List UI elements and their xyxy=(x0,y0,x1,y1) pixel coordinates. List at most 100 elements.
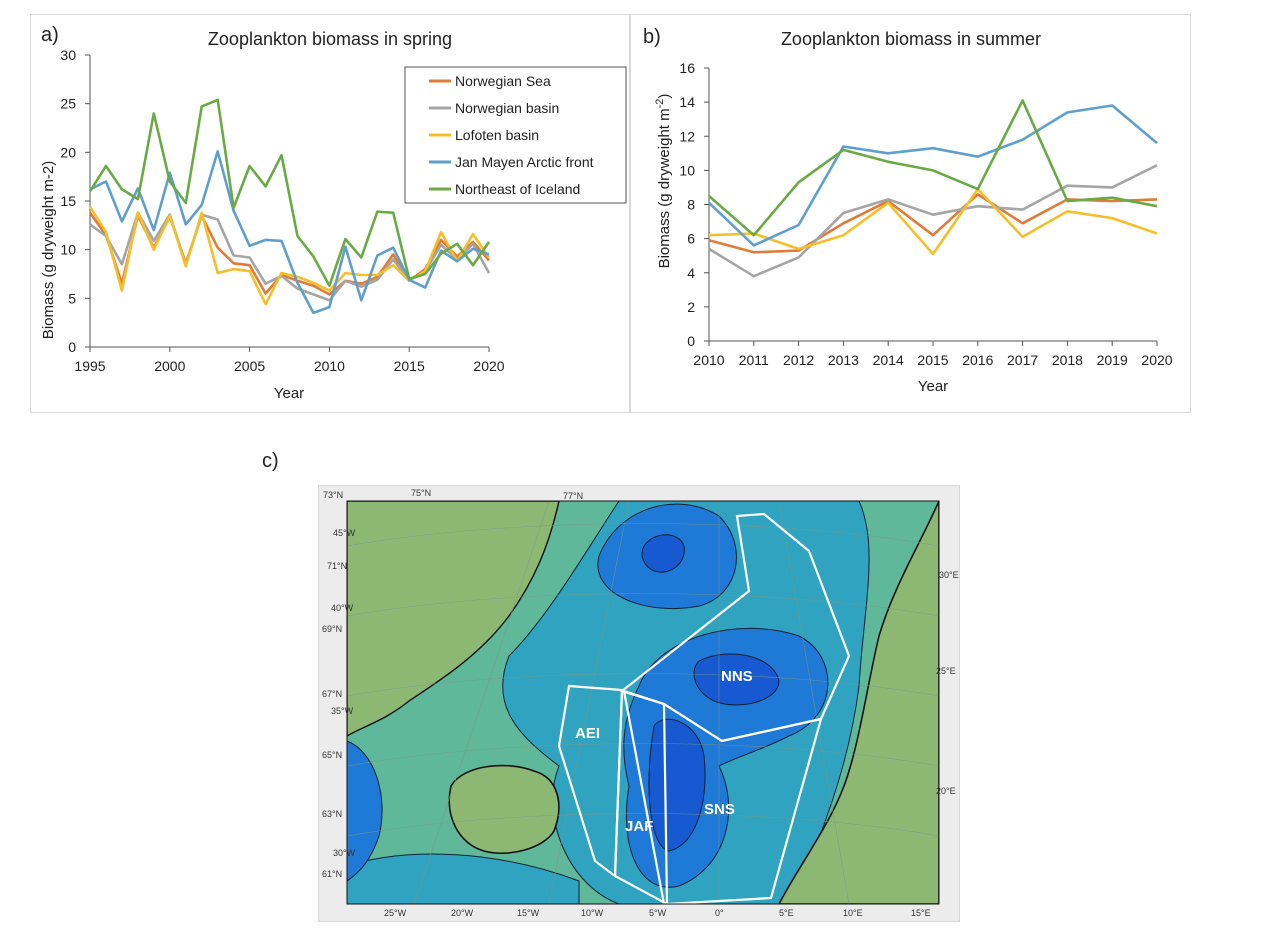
panel-a-spring-chart: a) Zooplankton biomass in spring 1995 200… xyxy=(30,14,630,413)
coord-5E: 5°E xyxy=(779,908,794,918)
coord-10E: 10°E xyxy=(843,908,863,918)
legend-entry-4: Northeast of Iceland xyxy=(455,181,580,197)
summer-y-axis-label: Biomass (g dryweight m-2) xyxy=(654,94,673,269)
coord-20E: 20°E xyxy=(936,786,956,796)
coord-65N: 65°N xyxy=(322,750,342,760)
coord-30E: 30°E xyxy=(939,570,959,580)
summer-series-line-4 xyxy=(708,99,1158,237)
summer-x-tick-label: 2012 xyxy=(783,352,814,368)
spring-series-line-1 xyxy=(89,211,491,302)
panel-c-label: c) xyxy=(262,450,279,472)
summer-y-tick-label: 16 xyxy=(679,60,695,76)
legend-entry-2: Lofoten basin xyxy=(455,127,539,143)
map-frame xyxy=(346,500,940,905)
coord-63N: 63°N xyxy=(322,809,342,819)
summer-chart-title: Zooplankton biomass in summer xyxy=(781,29,1041,49)
coord-5W: 5°W xyxy=(649,908,667,918)
spring-x-tick-label: 2000 xyxy=(154,358,185,374)
coord-15W: 15°W xyxy=(517,908,540,918)
spring-y-tick-label: 5 xyxy=(68,290,76,306)
bathymetry-map: NNS AEI SNS JAF 73°N 45°W 71°N 40°W 69°N… xyxy=(318,485,960,922)
norwegian-basin-core xyxy=(648,718,706,852)
summer-series-line-0 xyxy=(708,193,1158,254)
spring-chart-title: Zooplankton biomass in spring xyxy=(208,29,452,49)
summer-y-tick-label: 6 xyxy=(687,231,695,247)
coord-15E: 15°E xyxy=(911,908,931,918)
spring-y-tick-label: 25 xyxy=(60,96,76,112)
summer-x-tick-label: 2020 xyxy=(1141,352,1172,368)
summer-y-tick-label: 0 xyxy=(687,333,695,349)
scandinavia-land xyxy=(778,501,939,904)
summer-x-tick-label: 2016 xyxy=(962,352,993,368)
coord-30W: 30°W xyxy=(333,848,356,858)
summer-y-tick-label: 10 xyxy=(679,162,695,178)
summer-y-tick-label: 2 xyxy=(687,299,695,315)
ocean-deep-west xyxy=(347,740,383,882)
jaf-boundary xyxy=(613,689,669,904)
legend-entry-0: Norwegian Sea xyxy=(455,73,551,89)
coord-40W: 40°W xyxy=(331,603,354,613)
region-label-sns: SNS xyxy=(704,801,735,818)
summer-x-tick-label: 2015 xyxy=(917,352,948,368)
summer-y-tick-label: 12 xyxy=(679,128,695,144)
region-boundaries xyxy=(557,512,851,904)
summer-y-tick-label: 4 xyxy=(687,265,695,281)
spring-chart-svg: a) Zooplankton biomass in spring 1995 200… xyxy=(40,24,627,402)
spring-x-axis-label: Year xyxy=(274,385,304,402)
spring-x-tick-label: 2015 xyxy=(394,358,425,374)
summer-series-line-3 xyxy=(708,104,1158,247)
spring-series-line-2 xyxy=(88,206,491,306)
coord-69N: 69°N xyxy=(322,624,342,634)
map-coordinate-labels: 73°N 45°W 71°N 40°W 69°N 67°N 35°W 65°N … xyxy=(322,488,959,918)
spring-y-tick-label: 15 xyxy=(60,193,76,209)
map-svg: NNS AEI SNS JAF 73°N 45°W 71°N 40°W 69°N… xyxy=(322,488,959,918)
spring-legend: Norwegian Sea Norwegian basin Lofoten basi… xyxy=(404,66,627,204)
coord-35W: 35°W xyxy=(331,706,354,716)
spring-series-lines xyxy=(88,98,491,315)
legend-entry-1: Norwegian basin xyxy=(455,100,559,116)
summer-ylabel-main: Biomass (g dryweight m xyxy=(656,108,673,268)
spring-x-tick-label: 2020 xyxy=(473,358,504,374)
spring-y-tick-label: 20 xyxy=(60,144,76,160)
greenland-land xyxy=(347,501,560,737)
summer-axes: 2010 2011 2012 2013 2014 2015 2016 2017 2018 2019… xyxy=(679,60,1172,368)
region-label-aei: AEI xyxy=(575,725,600,742)
spring-x-tick-label: 1995 xyxy=(74,358,105,374)
coord-20W: 20°W xyxy=(451,908,474,918)
region-label-jaf: JAF xyxy=(625,818,653,835)
map-content: NNS AEI SNS JAF xyxy=(347,501,939,904)
summer-series-lines xyxy=(708,99,1158,278)
coord-45W: 45°W xyxy=(333,528,356,538)
summer-series-line-2 xyxy=(708,187,1158,256)
summer-x-tick-label: 2014 xyxy=(873,352,904,368)
summer-y-tick-label: 8 xyxy=(687,197,695,213)
coord-0: 0° xyxy=(715,908,724,918)
summer-x-tick-label: 2010 xyxy=(693,352,724,368)
coord-67N: 67°N xyxy=(322,689,342,699)
panel-b-summer-chart: b) Zooplankton biomass in summer 2010 201… xyxy=(630,14,1191,413)
summer-x-tick-label: 2013 xyxy=(828,352,859,368)
spring-y-tick-label: 0 xyxy=(68,339,76,355)
greenland-basin-core xyxy=(641,534,685,573)
summer-ylabel-sup: -2 xyxy=(654,99,666,109)
summer-ylabel-end: ) xyxy=(656,94,673,99)
spring-series-line-4 xyxy=(88,98,491,288)
panel-a-label: a) xyxy=(41,24,59,46)
aei-boundary xyxy=(557,684,624,879)
panel-b-label: b) xyxy=(643,26,661,48)
summer-y-tick-label: 14 xyxy=(679,94,695,110)
iceland-land xyxy=(448,764,560,855)
spring-series-line-3 xyxy=(89,150,490,315)
summer-x-axis-label: Year xyxy=(918,378,948,395)
region-labels: NNS AEI SNS JAF xyxy=(575,668,753,835)
coord-10W: 10°W xyxy=(581,908,604,918)
summer-x-tick-label: 2017 xyxy=(1007,352,1038,368)
spring-x-tick-label: 2010 xyxy=(314,358,345,374)
spring-y-tick-label: 10 xyxy=(60,242,76,258)
spring-y-tick-label: 30 xyxy=(60,47,76,63)
summer-chart-svg: b) Zooplankton biomass in summer 2010 201… xyxy=(643,26,1173,395)
region-label-nns: NNS xyxy=(721,668,753,685)
ocean-mid-south xyxy=(347,853,580,904)
coord-77N: 77°N xyxy=(563,491,583,501)
coord-25W: 25°W xyxy=(384,908,407,918)
